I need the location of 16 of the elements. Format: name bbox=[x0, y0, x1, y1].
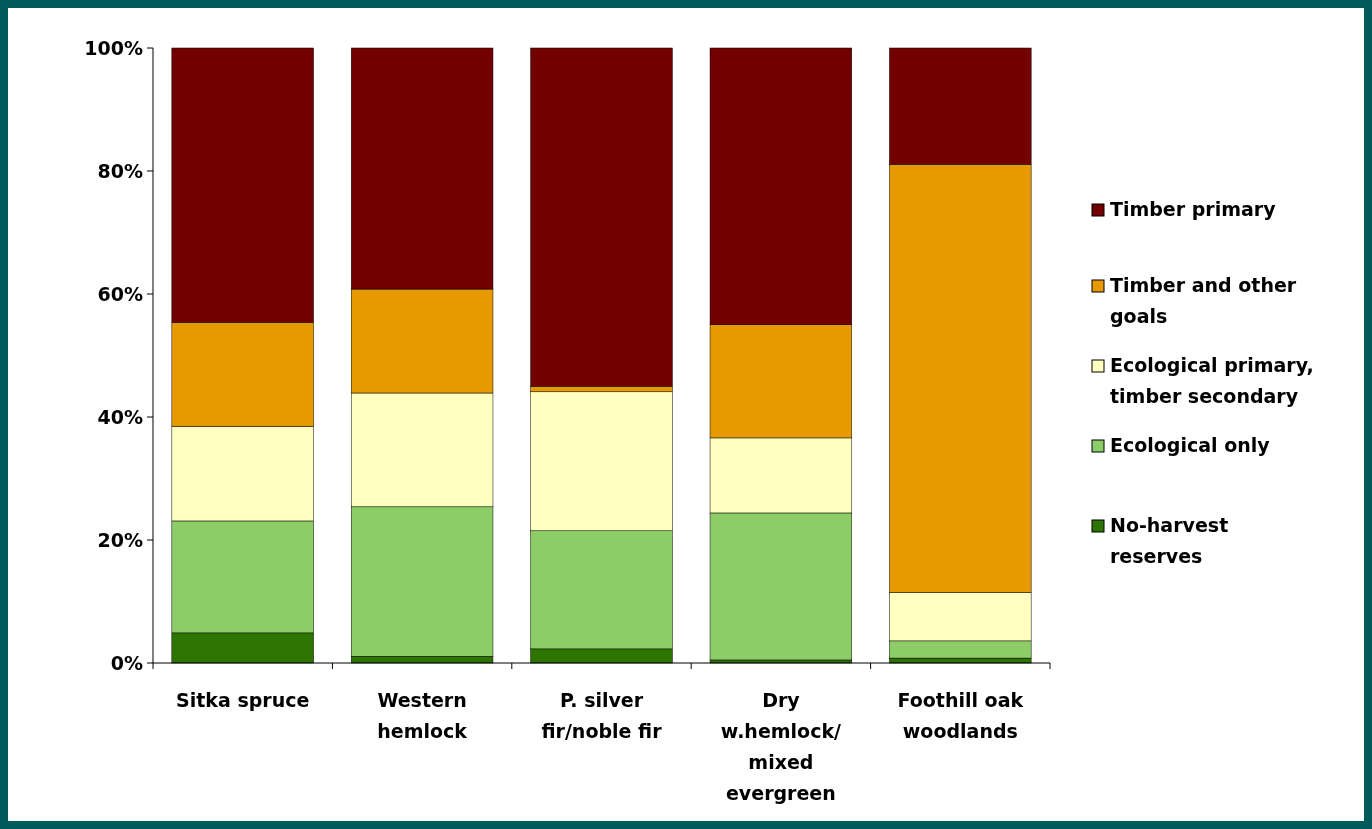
legend-label: Ecological only bbox=[1110, 434, 1271, 456]
y-tick-label: 100% bbox=[84, 36, 143, 59]
y-tick-label: 20% bbox=[97, 528, 143, 551]
legend-label: Ecological primary, timber secondary bbox=[1110, 354, 1314, 407]
legend-label: Timber primary bbox=[1110, 198, 1277, 220]
x-tick-label: Sitka spruce bbox=[176, 689, 310, 711]
x-tick-label: Western hemlock bbox=[377, 689, 468, 742]
legend-label: No-harvest reserves bbox=[1110, 514, 1229, 567]
legend-label: Timber and other goals bbox=[1110, 274, 1297, 327]
y-tick-label: 0% bbox=[110, 651, 143, 674]
x-tick-label: Foothill oak woodlands bbox=[897, 689, 1024, 742]
y-tick-label: 40% bbox=[97, 405, 143, 428]
y-tick-label: 80% bbox=[97, 159, 143, 182]
x-tick-label: P. silver fir/noble fir bbox=[541, 689, 663, 742]
x-tick-label: Dry w.hemlock/ mixed evergreen bbox=[720, 689, 842, 804]
y-tick-label: 60% bbox=[97, 282, 143, 305]
